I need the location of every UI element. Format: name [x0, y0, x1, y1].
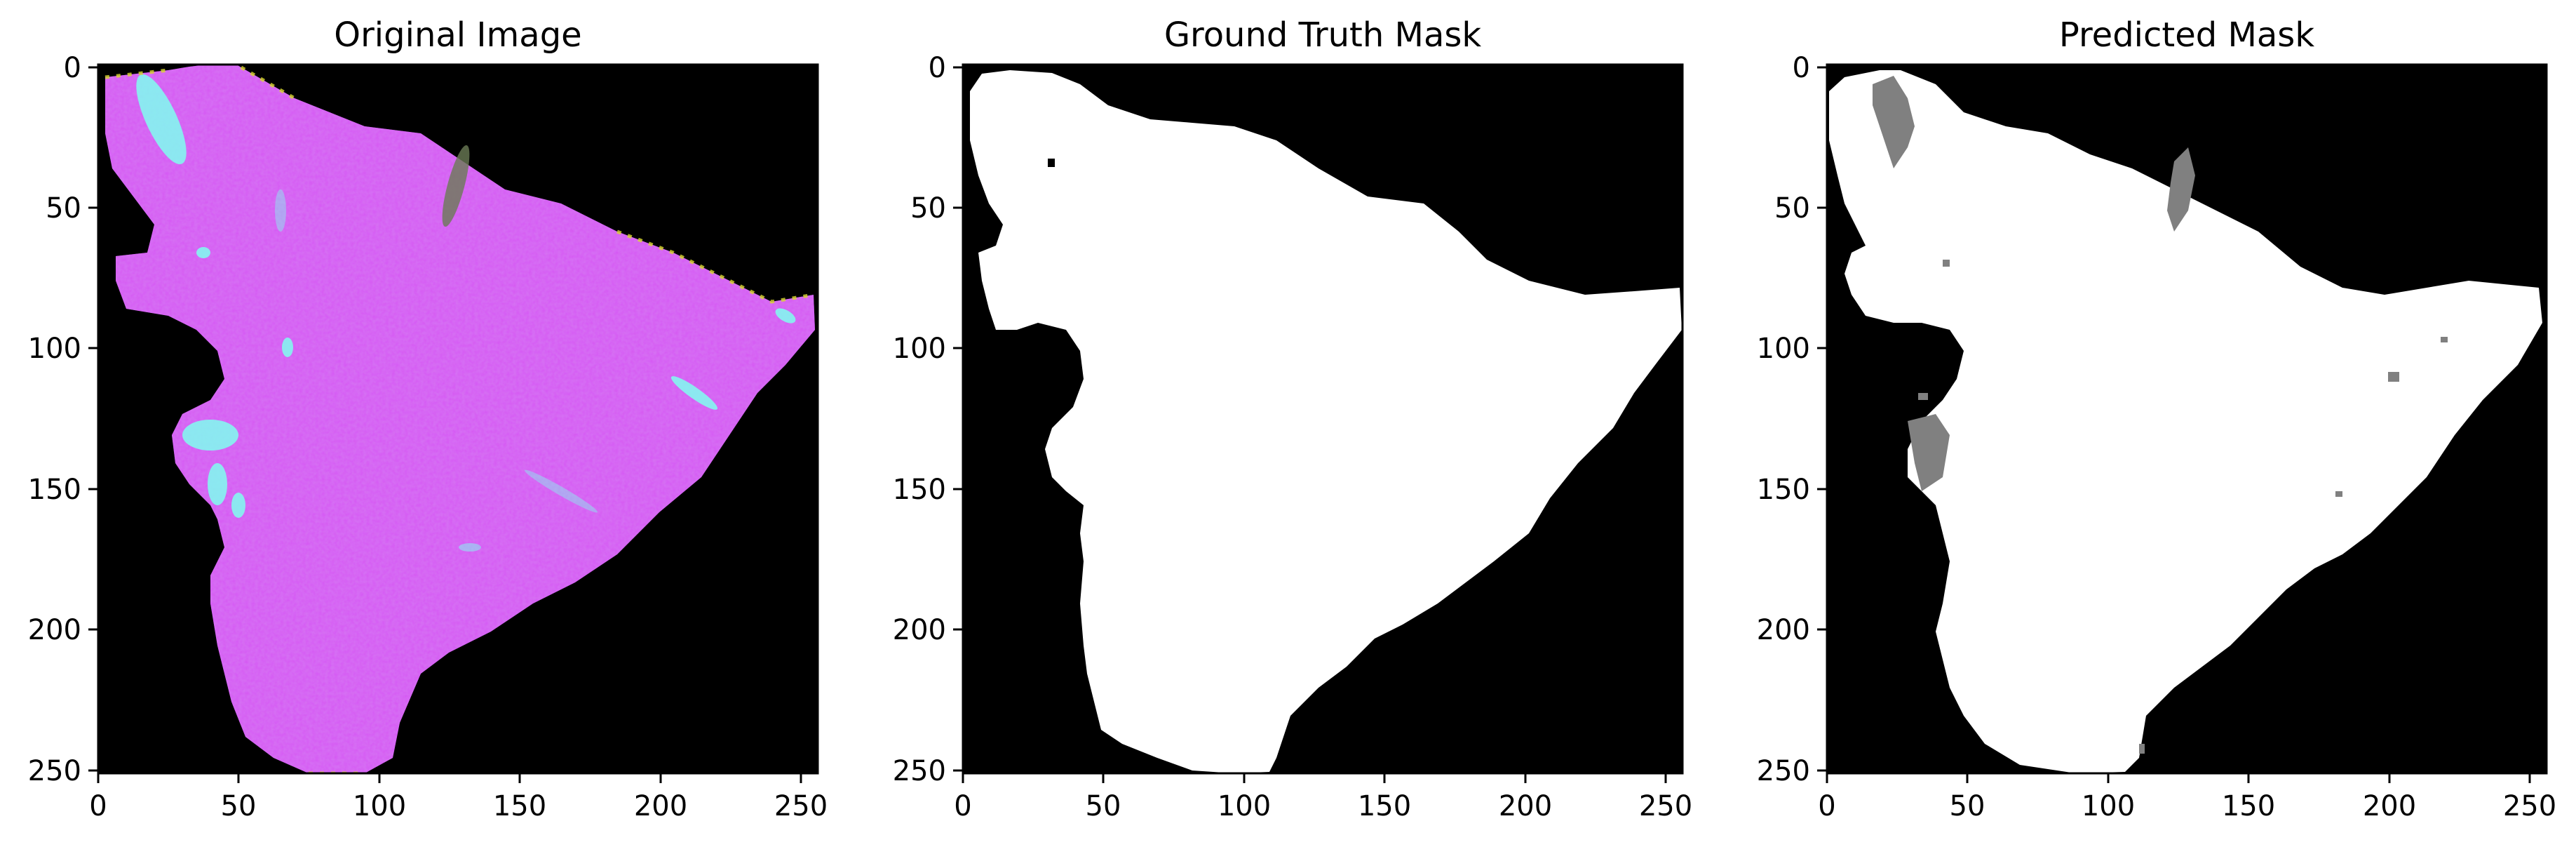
axes-frame [97, 63, 819, 775]
y-tick-label: 0 [929, 52, 946, 84]
x-tick-label: 200 [1499, 790, 1552, 822]
x-tick-label: 250 [2503, 790, 2556, 822]
panel-predicted-mask: Predicted Mask 0 [1757, 15, 2557, 822]
x-tick-label: 250 [774, 790, 828, 822]
y-tick-label: 150 [893, 474, 946, 506]
cyan-streaks [136, 74, 796, 552]
y-tick-label: 0 [1793, 52, 1810, 84]
panel-title: Predicted Mask [2059, 15, 2314, 55]
x-tick-label: 0 [954, 790, 971, 822]
panel-title: Original Image [334, 15, 581, 55]
y-tick-label: 50 [910, 192, 946, 225]
y-axis: 0 50 100 150 200 250 [28, 52, 98, 787]
x-tick-label: 100 [1218, 790, 1271, 822]
mask-foreground [970, 70, 1682, 773]
axes-frame [1826, 63, 2548, 775]
specimen-texture [105, 65, 815, 773]
x-tick-label: 50 [1086, 790, 1121, 822]
y-tick-label: 250 [1757, 755, 1810, 787]
y-tick-label: 50 [1774, 192, 1810, 225]
y-tick-label: 200 [28, 614, 81, 646]
x-tick-label: 200 [634, 790, 687, 822]
y-tick-label: 150 [28, 474, 81, 506]
x-axis: 0 50 100 150 200 250 [1818, 773, 2556, 822]
y-tick-label: 150 [1757, 474, 1810, 506]
x-tick-label: 150 [2222, 790, 2275, 822]
image-predicted [1827, 65, 2547, 773]
x-tick-label: 150 [493, 790, 546, 822]
uncertain-regions [1873, 76, 2448, 754]
y-tick-label: 250 [893, 755, 946, 787]
edge-artifacts [104, 65, 814, 773]
x-tick-label: 250 [1639, 790, 1692, 822]
x-tick-label: 150 [1358, 790, 1411, 822]
y-tick-label: 250 [28, 755, 81, 787]
y-tick-label: 100 [893, 333, 946, 365]
x-tick-label: 100 [2082, 790, 2135, 822]
y-tick-label: 200 [893, 614, 946, 646]
x-tick-label: 0 [89, 790, 107, 822]
x-axis: 0 50 100 150 200 250 [89, 773, 828, 822]
y-tick-label: 100 [1757, 333, 1810, 365]
image-ground-truth [963, 65, 1683, 773]
y-tick-label: 200 [1757, 614, 1810, 646]
x-tick-label: 50 [221, 790, 257, 822]
y-tick-label: 50 [46, 192, 81, 225]
x-tick-label: 50 [1950, 790, 1985, 822]
panel-title: Ground Truth Mask [1164, 15, 1482, 55]
y-tick-label: 100 [28, 333, 81, 365]
x-tick-label: 200 [2363, 790, 2416, 822]
mask-hole [1048, 159, 1055, 167]
y-axis: 0 50 100 150 200 250 [893, 52, 963, 787]
x-axis: 0 50 100 150 200 250 [954, 773, 1692, 822]
y-axis: 0 50 100 150 200 250 [1757, 52, 1827, 787]
x-tick-label: 100 [353, 790, 406, 822]
mask-foreground [1829, 70, 2542, 773]
x-tick-label: 0 [1818, 790, 1835, 822]
y-tick-label: 0 [64, 52, 81, 84]
panel-original-image: Original Image [28, 15, 828, 822]
dark-streak [442, 145, 470, 227]
image-original [98, 65, 818, 773]
panel-ground-truth-mask: Ground Truth Mask 0 50 100 150 200 250 [893, 15, 1693, 822]
axes-frame [962, 63, 1684, 775]
